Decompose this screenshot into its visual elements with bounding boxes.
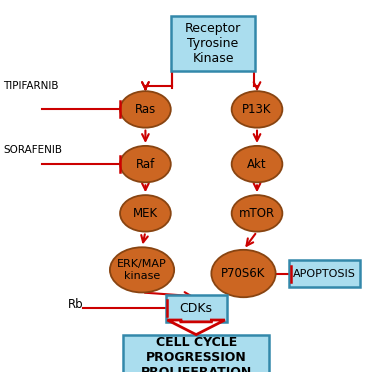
Text: Receptor
Tyrosine
Kinase: Receptor Tyrosine Kinase <box>185 22 241 65</box>
Text: P13K: P13K <box>242 103 272 116</box>
Text: P70S6K: P70S6K <box>221 267 266 280</box>
Text: APOPTOSIS: APOPTOSIS <box>293 269 356 279</box>
Text: Akt: Akt <box>247 158 267 171</box>
Text: ERK/MAP
kinase: ERK/MAP kinase <box>117 259 167 281</box>
FancyBboxPatch shape <box>124 335 269 372</box>
Ellipse shape <box>120 146 171 182</box>
Text: CELL CYCLE
PROGRESSION
PROLIFERATION: CELL CYCLE PROGRESSION PROLIFERATION <box>141 336 252 372</box>
Ellipse shape <box>232 91 282 128</box>
Text: MEK: MEK <box>133 207 158 220</box>
Ellipse shape <box>211 250 276 297</box>
FancyBboxPatch shape <box>166 295 227 322</box>
Text: Rb: Rb <box>68 298 83 311</box>
Ellipse shape <box>232 195 282 232</box>
Ellipse shape <box>120 195 171 232</box>
Text: Ras: Ras <box>135 103 156 116</box>
Ellipse shape <box>232 146 282 182</box>
Text: SORAFENIB: SORAFENIB <box>3 145 62 154</box>
Ellipse shape <box>120 91 171 128</box>
Text: mTOR: mTOR <box>239 207 275 220</box>
Ellipse shape <box>110 247 174 292</box>
Text: TIPIFARNIB: TIPIFARNIB <box>3 81 59 91</box>
Text: CDKs: CDKs <box>180 302 213 315</box>
Polygon shape <box>167 320 225 335</box>
Text: Raf: Raf <box>136 158 155 171</box>
FancyBboxPatch shape <box>289 260 360 287</box>
FancyBboxPatch shape <box>171 16 255 71</box>
